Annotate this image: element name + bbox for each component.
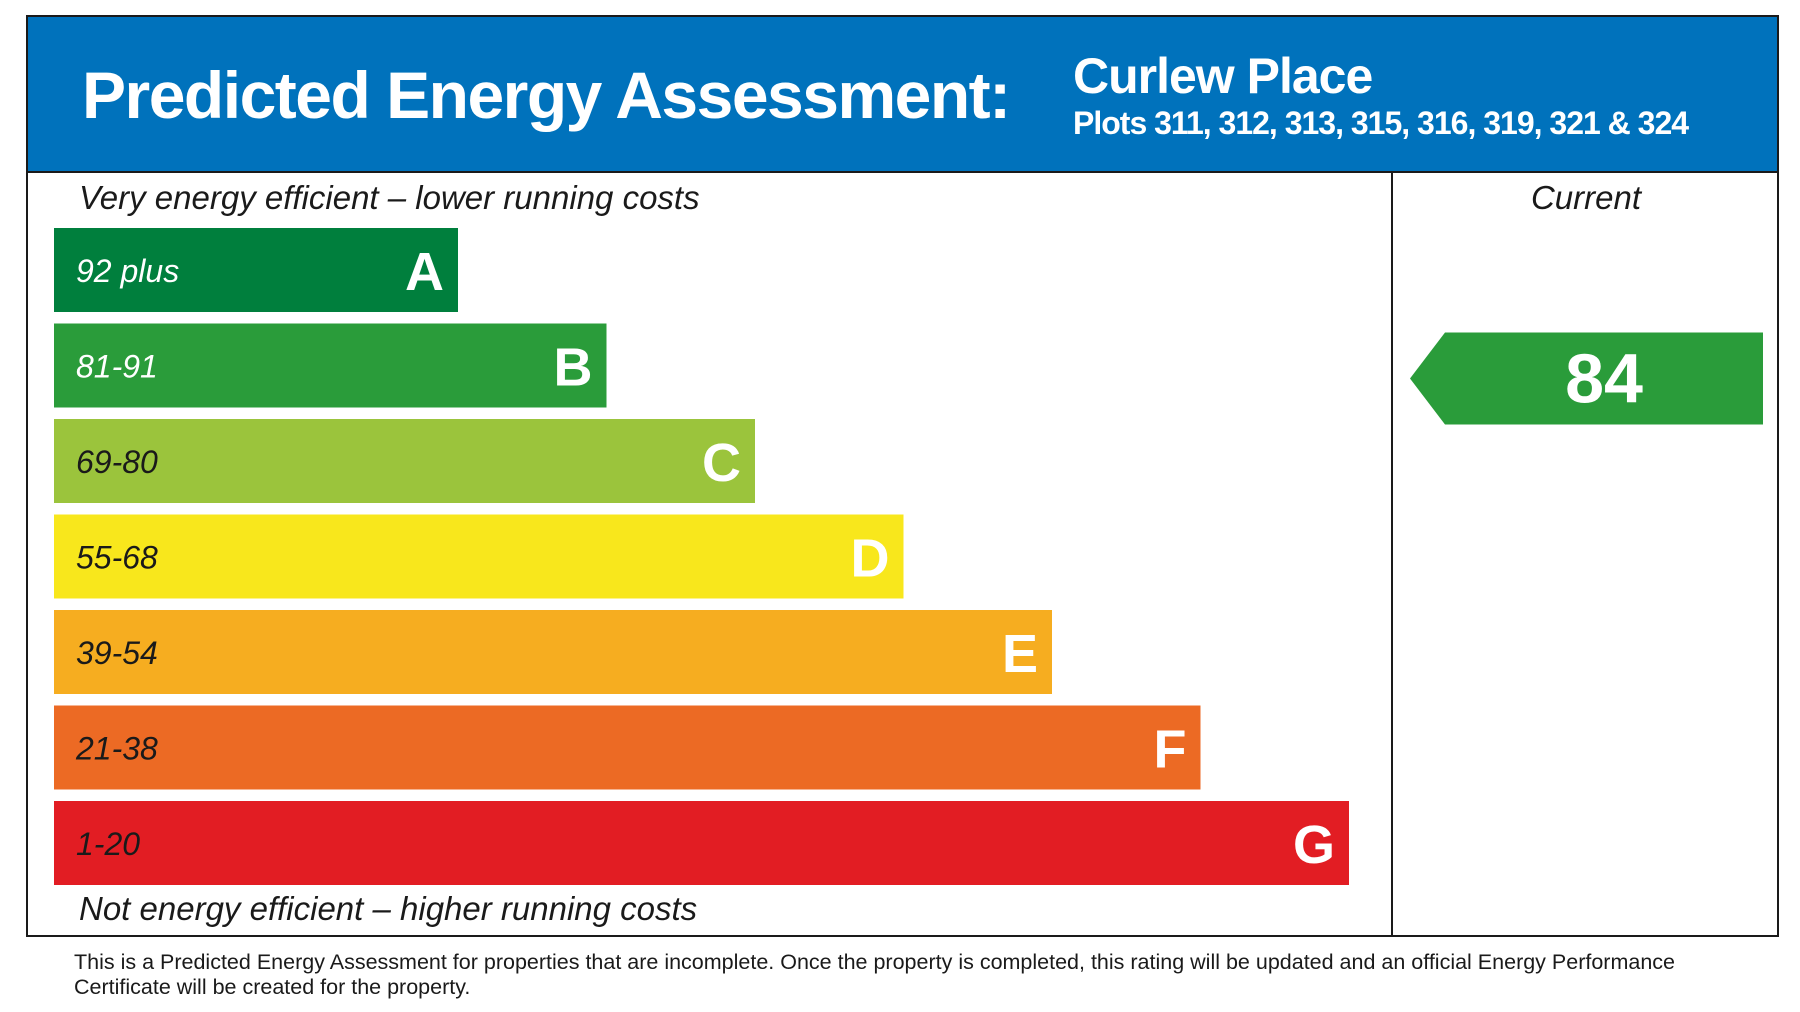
band-e-letter: E: [1002, 624, 1038, 684]
band-c-range: 69-80: [76, 444, 158, 480]
current-column-label: Current: [1530, 179, 1642, 216]
band-f-range: 21-38: [75, 731, 158, 767]
current-rating-value: 84: [1565, 340, 1643, 418]
inefficient-caption: Not energy efficient – higher running co…: [79, 890, 698, 927]
development-name: Curlew Place: [1073, 48, 1373, 104]
band-d-bar: [54, 514, 904, 599]
column-divider: [1391, 171, 1393, 935]
current-rating-arrow: [1410, 332, 1763, 425]
band-e-range: 39-54: [76, 635, 158, 671]
plots-list: Plots 311, 312, 313, 315, 316, 319, 321 …: [1073, 105, 1689, 141]
band-g-letter: G: [1293, 815, 1335, 875]
band-d-range: 55-68: [76, 540, 158, 576]
band-c-letter: C: [702, 433, 741, 493]
band-a-letter: A: [405, 242, 444, 302]
band-b-bar: [54, 323, 607, 408]
header-banner: Predicted Energy Assessment: Curlew Plac…: [28, 17, 1777, 173]
band-g-range: 1-20: [76, 826, 140, 862]
band-a-range: 92 plus: [76, 253, 179, 289]
band-f-letter: F: [1154, 720, 1187, 780]
band-g-bar: [54, 801, 1349, 885]
band-b-range: 81-91: [76, 349, 158, 385]
band-e-bar: [54, 610, 1052, 694]
band-a-bar: [54, 228, 458, 312]
band-c-bar: [54, 419, 755, 503]
band-d-letter: D: [851, 529, 890, 589]
band-f-bar: [54, 705, 1201, 790]
efficient-caption: Very energy efficient – lower running co…: [79, 179, 700, 216]
band-b-letter: B: [554, 338, 593, 398]
footnote: This is a Predicted Energy Assessment fo…: [74, 950, 1675, 999]
page-title: Predicted Energy Assessment:: [82, 58, 1011, 132]
energy-rating-frame: Predicted Energy Assessment: Curlew Plac…: [26, 15, 1779, 937]
